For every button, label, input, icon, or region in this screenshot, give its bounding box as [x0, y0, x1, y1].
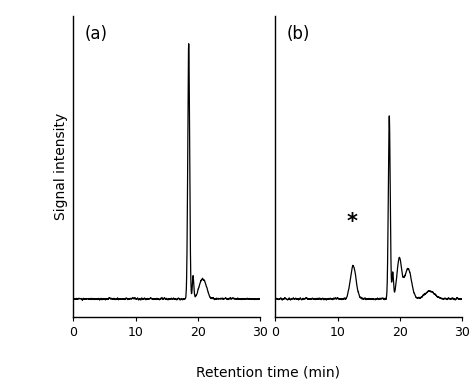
Text: (b): (b) [286, 25, 310, 43]
Y-axis label: Signal intensity: Signal intensity [54, 113, 68, 220]
Text: *: * [346, 212, 357, 232]
Text: (a): (a) [85, 25, 108, 43]
Text: Retention time (min): Retention time (min) [196, 365, 340, 379]
